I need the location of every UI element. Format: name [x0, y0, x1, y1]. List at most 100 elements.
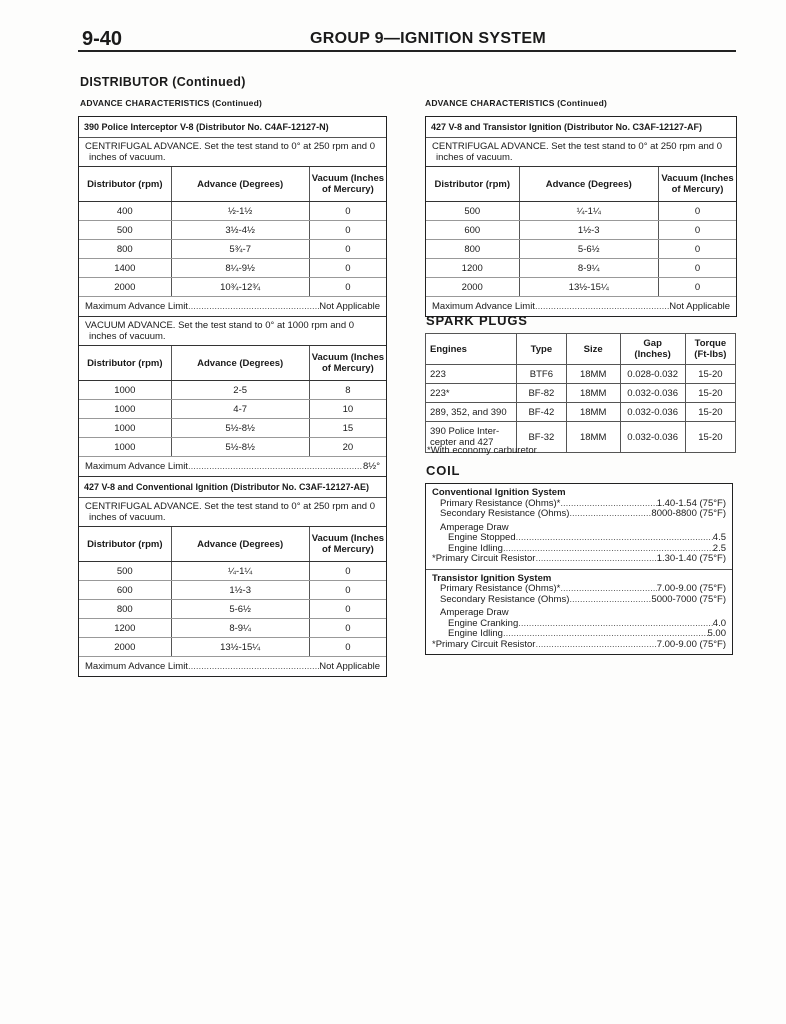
- advance-table: Distributor (rpm) Advance (Degrees) Vacuum…: [79, 527, 386, 657]
- coil-group: Transistor Ignition System Primary Resist…: [426, 568, 732, 655]
- spec-value: 4.0: [712, 617, 726, 629]
- table-row: 1000 5½-8½ 20: [79, 437, 386, 457]
- table-cell: BTF6: [515, 364, 567, 384]
- spec-value: 7.00-9.00 (75°F): [656, 583, 726, 594]
- table-row: 1400 8¼-9½ 0: [79, 258, 386, 278]
- table-cell: 5½-8½: [171, 437, 310, 457]
- table-cell: 0: [309, 220, 386, 240]
- column-header: Vacuum (Inches of Mercury): [309, 527, 386, 562]
- coil-spec-line: Primary Resistance (Ohms)* 1.40-1.54 (75°…: [432, 498, 726, 510]
- coil-spec-line: *Primary Circuit Resistor 1.30-1.40 (75°F…: [432, 553, 726, 565]
- coil-spec-line: Engine Cranking 4.0: [432, 617, 726, 630]
- coil-spec-line: Secondary Resistance (Ohms) 5000-7000 (75…: [432, 594, 726, 606]
- table-cell: 0: [658, 277, 736, 297]
- table-cell: BF-32: [515, 421, 567, 453]
- spec-value: 2.5: [712, 542, 726, 554]
- section-heading: 427 V-8 and Conventional Ignition (Distr…: [79, 477, 386, 498]
- spec-value: 7.00-9.00 (75°F): [656, 638, 726, 650]
- spec-label: Engine Idling: [448, 542, 503, 554]
- limit-label: Maximum Advance Limit: [85, 301, 188, 312]
- table-row: 1000 5½-8½ 15: [79, 418, 386, 438]
- leader-dots: [503, 629, 708, 640]
- table-row: 1200 8-9¼ 0: [426, 258, 736, 278]
- limit-value: 8½°: [362, 461, 380, 472]
- section-title: DISTRIBUTOR (Continued): [80, 75, 246, 89]
- leader-dots: [516, 533, 713, 544]
- spec-label: Amperage Draw: [440, 607, 509, 618]
- section-heading: 390 Police Interceptor V-8 (Distributor …: [79, 117, 386, 138]
- table-cell: 0: [309, 618, 386, 638]
- leader-dots: [560, 499, 656, 510]
- table-cell: 8-9¼: [519, 258, 659, 278]
- table-row: 500 ¼-1¼ 0: [79, 561, 386, 581]
- spark-plugs-footnote: *With economy carburetor: [427, 445, 537, 456]
- limit-value: Not Applicable: [669, 301, 730, 312]
- coil-spec-line: *Primary Circuit Resistor 7.00-9.00 (75°F…: [432, 638, 726, 651]
- spec-label: Engine Idling: [448, 628, 503, 639]
- table-row: 600 1½-3 0: [79, 580, 386, 600]
- table-cell: BF-82: [515, 383, 567, 403]
- spec-value: 4.5: [712, 532, 726, 543]
- table-cell: 1000: [79, 380, 172, 400]
- table-row: 223* BF-82 18MM 0.032-0.036 15-20: [425, 383, 737, 403]
- coil-spec-line: Engine Stopped 4.5: [432, 532, 726, 544]
- table-cell: 0.032-0.036: [619, 402, 686, 422]
- table-row: 800 5¾-7 0: [79, 239, 386, 259]
- max-advance-limit: Maximum Advance Limit Not Applicable: [79, 297, 386, 317]
- table-cell: 0: [309, 277, 386, 297]
- table-cell: 0: [658, 201, 736, 221]
- coil-spec-line: Engine Idling 2.5: [432, 542, 726, 555]
- spec-label: Amperage Draw: [440, 521, 509, 533]
- table-cell: 0.032-0.036: [619, 383, 686, 403]
- table-cell: 0: [658, 258, 736, 278]
- column-header: Vacuum (Inches of Mercury): [309, 346, 386, 381]
- table-cell: 8: [309, 380, 386, 400]
- limit-value: Not Applicable: [319, 301, 380, 312]
- table-cell: 5-6½: [519, 239, 659, 259]
- table-cell: 2000: [426, 277, 520, 297]
- advance-description: VACUUM ADVANCE. Set the test stand to 0°…: [79, 317, 386, 346]
- table-cell: 18MM: [565, 364, 621, 384]
- table-cell: ¼-1¼: [171, 561, 310, 581]
- table-cell: 500: [79, 561, 172, 581]
- column-header: Engines: [425, 333, 517, 365]
- table-cell: 0: [309, 239, 386, 259]
- table-cell: 2-5: [171, 380, 310, 400]
- table-cell: 18MM: [565, 421, 621, 453]
- table-cell: 13½-15¼: [171, 637, 310, 657]
- column-header: Distributor (rpm): [79, 346, 172, 381]
- table-row: 1200 8-9¼ 0: [79, 618, 386, 638]
- table-cell: 3½-4½: [171, 220, 310, 240]
- coil-spec-line: Amperage Draw: [432, 607, 726, 619]
- table-cell: 15-20: [684, 421, 737, 453]
- section-heading: 427 V-8 and Transistor Ignition (Distrib…: [426, 117, 736, 138]
- table-cell: 0: [309, 258, 386, 278]
- limit-label: Maximum Advance Limit: [85, 661, 188, 672]
- table-row: 289, 352, and 390 BF-42 18MM 0.032-0.036 15-…: [425, 402, 737, 422]
- table-row: 2000 13½-15¼ 0: [426, 277, 736, 297]
- limit-label: Maximum Advance Limit: [432, 301, 535, 312]
- spec-value: 1.30-1.40 (75°F): [656, 553, 726, 564]
- table-cell: 0.032-0.036: [619, 421, 686, 453]
- table-cell: 600: [426, 220, 520, 240]
- right-advance-box: 427 V-8 and Transistor Ignition (Distrib…: [425, 116, 737, 317]
- max-advance-limit: Maximum Advance Limit Not Applicable: [79, 657, 386, 676]
- table-row: 800 5-6½ 0: [426, 239, 736, 259]
- table-cell: 289, 352, and 390: [425, 402, 517, 422]
- leader-dots: [518, 619, 713, 630]
- column-header: Type: [515, 333, 567, 365]
- table-cell: 15-20: [684, 364, 737, 384]
- leader-dots: [535, 554, 656, 565]
- table-cell: ½-1½: [171, 201, 310, 221]
- table-cell: 15-20: [684, 402, 737, 422]
- table-cell: ¼-1¼: [519, 201, 659, 221]
- advance-description: CENTRIFUGAL ADVANCE. Set the test stand …: [79, 498, 386, 527]
- header-rule: [78, 50, 736, 52]
- leader-dots: [535, 300, 669, 313]
- coil-group-title: Transistor Ignition System: [432, 572, 552, 584]
- column-header: Vacuum (Inches of Mercury): [658, 167, 736, 202]
- table-row: 600 1½-3 0: [426, 220, 736, 240]
- leader-dots: [569, 595, 651, 606]
- advance-table: Distributor (rpm) Advance (Degrees) Vacuum…: [79, 167, 386, 297]
